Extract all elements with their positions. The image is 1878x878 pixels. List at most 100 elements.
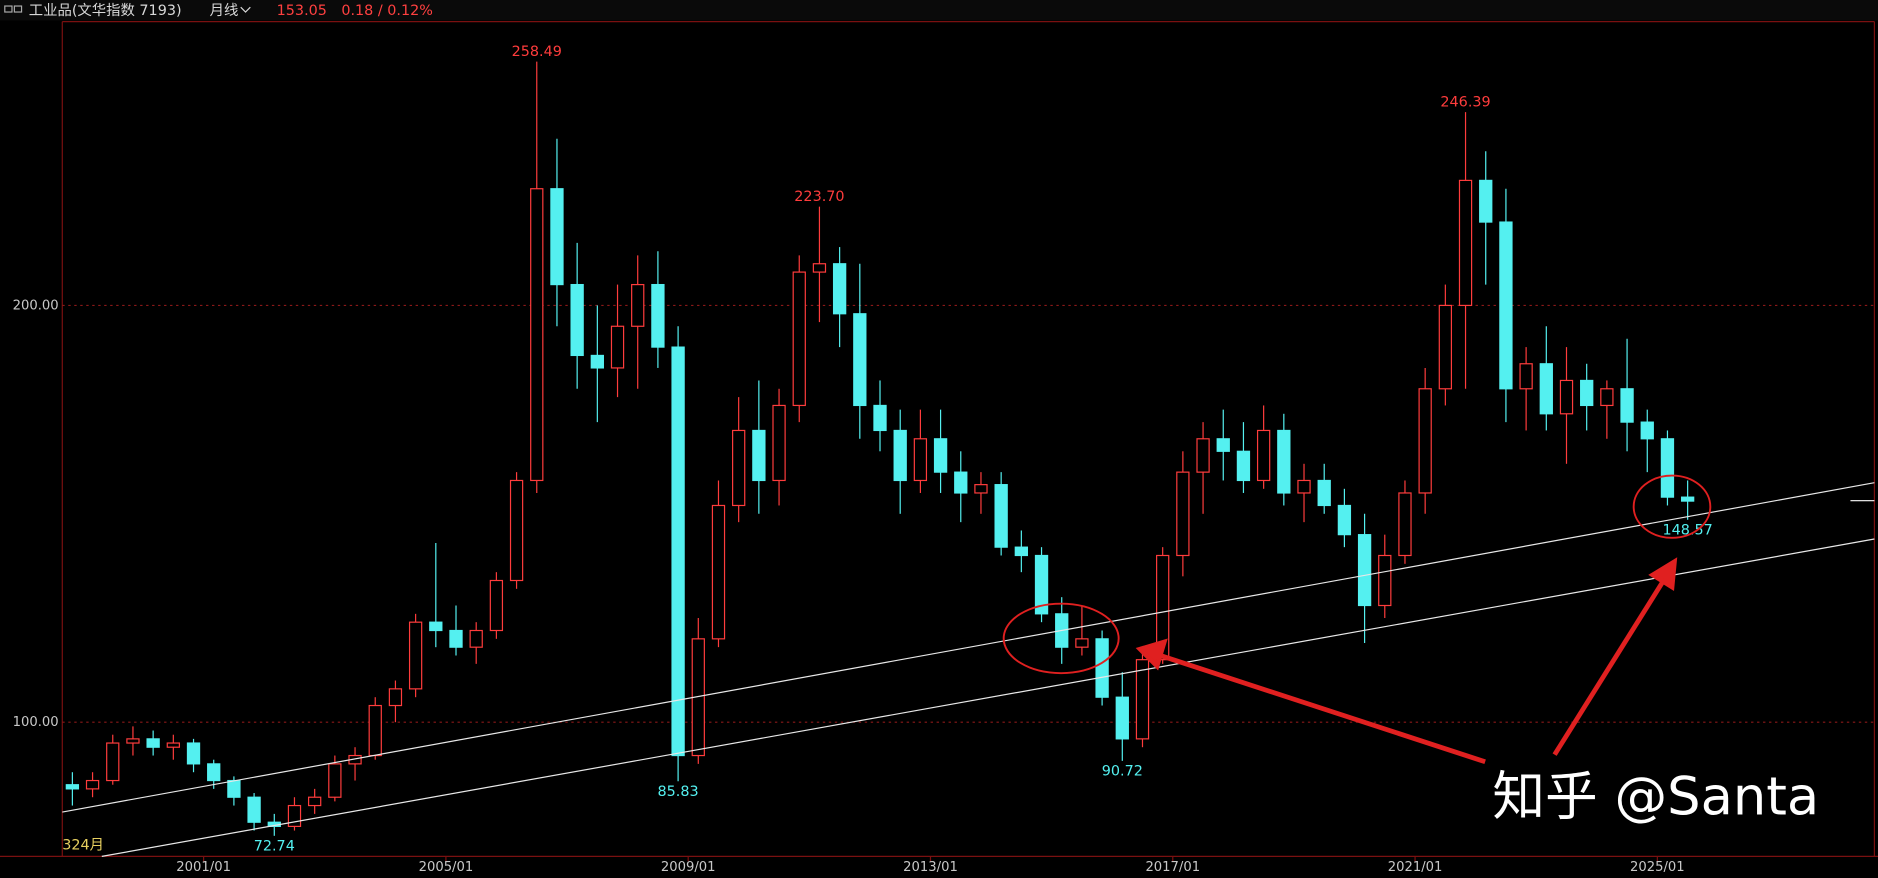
candle-body — [65, 784, 80, 790]
candle-body — [126, 738, 140, 744]
candle-body — [832, 263, 847, 315]
candle-body — [853, 313, 867, 407]
extreme-label: 258.49 — [512, 44, 562, 60]
candle-body — [1115, 696, 1129, 740]
candle-body — [792, 271, 806, 407]
candle-body — [1640, 421, 1654, 440]
candle-body — [1297, 479, 1311, 494]
x-tick-label: 2013/01 — [903, 860, 958, 875]
candle-body — [570, 283, 584, 357]
candle-body — [1398, 492, 1412, 557]
candle-body — [631, 283, 645, 327]
candle-body — [328, 763, 342, 798]
candle-body — [1176, 471, 1190, 557]
candle-body — [429, 621, 443, 632]
highlight-circle — [1632, 474, 1712, 539]
candle-body — [1620, 388, 1634, 423]
candle-body — [671, 346, 685, 757]
trend-lines — [62, 482, 1875, 857]
candle-body — [1539, 363, 1553, 415]
candle-body — [1156, 554, 1170, 661]
candle-body — [509, 479, 524, 582]
x-tick-label: 2005/01 — [419, 860, 474, 875]
trend-line — [101, 538, 1875, 857]
x-tick-label: 2021/01 — [1388, 860, 1443, 875]
candle-body — [1236, 450, 1251, 482]
candle-body — [1378, 554, 1392, 607]
extreme-label: 85.83 — [658, 784, 699, 800]
x-tick-label: 2009/01 — [661, 860, 716, 875]
candle-body — [711, 504, 726, 640]
candle-body — [974, 484, 988, 494]
candle-body — [1014, 546, 1029, 557]
arrow — [1158, 652, 1486, 765]
x-tick-label: 2025/01 — [1630, 860, 1685, 875]
candle-body — [1317, 479, 1331, 507]
candle-body — [933, 438, 948, 473]
period-selector[interactable]: 月线 — [210, 2, 239, 19]
candle-body — [954, 471, 968, 494]
extreme-label: 223.70 — [794, 189, 844, 205]
watermark: 知乎 @Santa — [1492, 767, 1819, 828]
candle-body — [85, 779, 100, 790]
extreme-label: 90.72 — [1102, 764, 1143, 780]
x-tick-label: 2001/01 — [176, 860, 231, 875]
candle-body — [166, 742, 180, 748]
header-title: 工业品(文华指数 7193) — [29, 2, 182, 19]
candle-body — [893, 429, 907, 482]
candle-body — [651, 283, 665, 348]
candle-body — [1277, 429, 1291, 494]
trend-line — [62, 482, 1875, 813]
arrow-head — [1648, 557, 1678, 592]
candle-body — [1519, 363, 1533, 390]
extreme-label: 72.74 — [254, 839, 295, 855]
x-tick-label: 2017/01 — [1145, 860, 1200, 875]
candle-body — [489, 579, 504, 632]
bar-count-label: 324月 — [62, 838, 104, 854]
candle-body — [1559, 379, 1574, 415]
candle-body — [1680, 496, 1695, 502]
arrows — [1135, 557, 1678, 765]
candle-body — [207, 763, 221, 782]
candle-body — [1357, 534, 1372, 607]
candle-body — [1499, 221, 1513, 390]
candle-body — [388, 688, 403, 707]
candle-body — [994, 484, 1008, 548]
candle-body — [1438, 304, 1453, 390]
candle-body — [1600, 388, 1614, 407]
candle-body — [1458, 179, 1473, 307]
candle-body — [550, 188, 564, 286]
candle-body — [1075, 638, 1089, 648]
candle-body — [590, 354, 604, 369]
header-price: 153.05 — [277, 3, 327, 19]
candle-body — [469, 629, 483, 648]
candle-body — [1216, 438, 1230, 452]
candle-body — [1135, 659, 1150, 740]
candle-body — [732, 429, 746, 507]
candle-body — [812, 263, 827, 273]
candle-body — [1196, 438, 1210, 473]
candle-body — [610, 325, 625, 369]
marks: 100.00 200.00 2001/01 2005/01 2009/01 2013/01… — [13, 44, 1875, 875]
candle-body — [1660, 438, 1675, 498]
period-dropdown-icon[interactable] — [240, 6, 251, 13]
candle-body — [1418, 388, 1432, 494]
candle-body — [408, 621, 423, 690]
candle-body — [772, 404, 786, 482]
candle-body — [1256, 429, 1271, 482]
candle-body — [1580, 379, 1594, 407]
y-tick-label: 200.00 — [13, 298, 59, 313]
candle-body — [106, 742, 120, 782]
candle-body — [1095, 638, 1109, 698]
highlight-circle — [1002, 602, 1120, 675]
candle-body — [308, 796, 322, 807]
highlights — [1002, 474, 1712, 675]
candle-body — [449, 629, 463, 648]
arrow — [1552, 577, 1667, 756]
candle-body — [1337, 504, 1352, 536]
header-icon — [4, 5, 23, 13]
arrow-head — [1135, 638, 1168, 671]
header-bar — [0, 0, 1878, 21]
